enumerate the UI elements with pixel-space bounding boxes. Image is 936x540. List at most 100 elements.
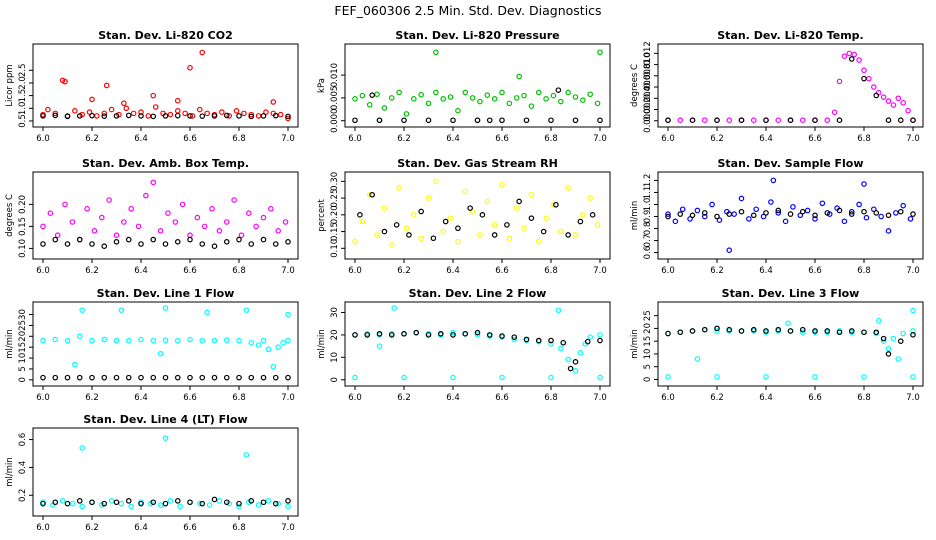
data-point bbox=[52, 236, 59, 243]
x-tick-label: 6.8 bbox=[857, 266, 871, 276]
data-point bbox=[388, 332, 395, 338]
data-point bbox=[885, 346, 892, 352]
data-point bbox=[812, 328, 818, 334]
data-point bbox=[167, 498, 174, 504]
data-point bbox=[587, 334, 594, 340]
y-axis-label: percent bbox=[317, 199, 327, 232]
data-point bbox=[40, 337, 46, 344]
data-point bbox=[265, 498, 272, 504]
data-point bbox=[211, 374, 218, 381]
data-point bbox=[199, 49, 206, 56]
data-point bbox=[280, 340, 286, 346]
data-point bbox=[897, 338, 904, 344]
data-point bbox=[848, 328, 855, 334]
data-point bbox=[885, 228, 892, 234]
y-tick-label: 1.5 bbox=[18, 89, 28, 103]
data-series-2 bbox=[40, 236, 291, 250]
data-point bbox=[885, 117, 892, 123]
data-point bbox=[236, 236, 242, 243]
data-point bbox=[101, 110, 108, 117]
data-point bbox=[689, 328, 696, 334]
data-point bbox=[236, 374, 242, 381]
data-point bbox=[268, 206, 274, 212]
data-point bbox=[59, 498, 66, 504]
data-point bbox=[352, 238, 358, 245]
data-point bbox=[694, 207, 701, 214]
data-point bbox=[499, 89, 505, 96]
data-point bbox=[277, 111, 284, 118]
data-point bbox=[447, 94, 454, 100]
data-point bbox=[101, 374, 108, 381]
x-tick-label: 6.8 bbox=[857, 134, 871, 144]
data-point bbox=[812, 374, 818, 380]
data-point bbox=[376, 330, 383, 337]
data-point bbox=[143, 192, 149, 199]
data-point bbox=[897, 208, 904, 215]
data-point bbox=[848, 208, 855, 215]
data-point bbox=[543, 215, 549, 221]
x-tick-label: 6.0 bbox=[348, 266, 362, 276]
data-point bbox=[103, 82, 110, 89]
chart-title: Stan. Dev. Line 2 Flow bbox=[409, 287, 547, 300]
chart-title: Stan. Dev. Gas Stream RH bbox=[397, 157, 558, 170]
data-point bbox=[138, 113, 144, 119]
data-point bbox=[357, 212, 363, 218]
data-point bbox=[99, 214, 105, 221]
plot-frame bbox=[344, 43, 611, 128]
data-point bbox=[211, 496, 218, 503]
data-point bbox=[101, 336, 108, 343]
data-point bbox=[477, 98, 483, 105]
plot-frame bbox=[32, 301, 299, 387]
data-point bbox=[504, 222, 510, 228]
data-point bbox=[108, 106, 115, 113]
data-point bbox=[101, 500, 108, 507]
y-tick-label: 0.15 bbox=[18, 217, 28, 236]
data-point bbox=[848, 56, 855, 62]
y-tick-label: 20 bbox=[643, 323, 653, 334]
data-point bbox=[381, 205, 388, 211]
x-tick-label: 6.4 bbox=[446, 266, 460, 276]
data-point bbox=[450, 332, 456, 338]
y-tick-label: 5 bbox=[18, 366, 28, 371]
data-point bbox=[714, 213, 720, 220]
data-point bbox=[113, 232, 120, 239]
data-point bbox=[255, 502, 262, 508]
data-point bbox=[841, 218, 848, 225]
data-point bbox=[543, 96, 549, 102]
data-point bbox=[580, 212, 586, 218]
data-point bbox=[437, 330, 444, 337]
data-point bbox=[54, 232, 61, 239]
data-point bbox=[486, 332, 493, 338]
data-point bbox=[150, 499, 157, 506]
y-axis-label: degrees C bbox=[5, 194, 15, 237]
data-series-1 bbox=[40, 305, 291, 370]
data-point bbox=[677, 329, 684, 336]
data-point bbox=[499, 181, 505, 188]
data-point bbox=[782, 218, 789, 225]
data-point bbox=[223, 219, 230, 225]
data-point bbox=[52, 499, 59, 506]
data-point bbox=[187, 232, 193, 239]
data-point bbox=[861, 329, 867, 336]
data-point bbox=[52, 374, 59, 381]
data-point bbox=[474, 329, 481, 336]
y-tick-label: 1.2 bbox=[643, 174, 653, 188]
data-point bbox=[89, 112, 95, 119]
x-tick-label: 6.8 bbox=[232, 393, 246, 403]
data-point bbox=[285, 503, 291, 510]
chart-panel-2: Stan. Dev. Li-820 Pressure 6.0 6.2 6.4 6.6 6.… bbox=[317, 29, 611, 144]
data-point bbox=[216, 498, 223, 504]
data-point bbox=[72, 361, 78, 368]
data-point bbox=[89, 499, 95, 506]
data-point bbox=[79, 445, 86, 451]
data-point bbox=[125, 498, 132, 504]
data-point bbox=[819, 200, 826, 207]
x-tick-label: 6.0 bbox=[348, 134, 362, 144]
data-point bbox=[557, 345, 564, 352]
data-point bbox=[223, 112, 230, 119]
data-point bbox=[388, 95, 395, 101]
data-point bbox=[848, 211, 855, 217]
data-point bbox=[204, 110, 210, 117]
data-point bbox=[499, 117, 505, 124]
chart-panel-3: Stan. Dev. Li-820 Temp. 6.0 6.2 6.4 6.6 6.8 7.… bbox=[630, 29, 924, 144]
